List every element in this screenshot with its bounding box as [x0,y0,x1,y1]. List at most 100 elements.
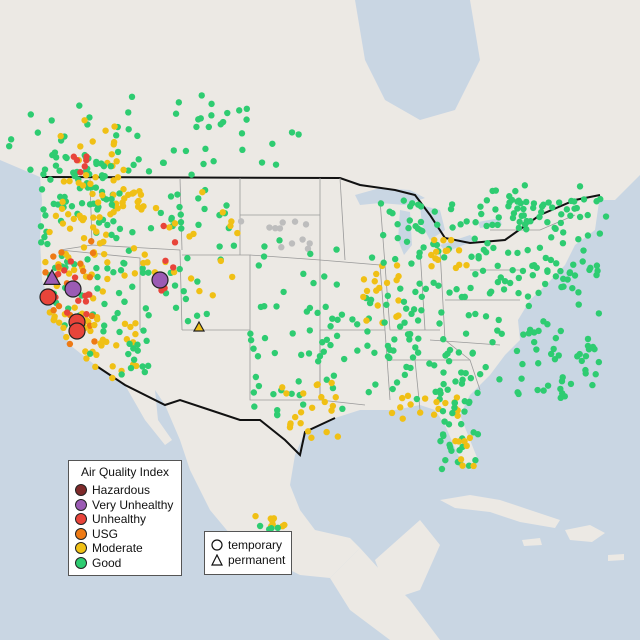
monitor-marker [223,202,230,209]
monitor-marker [160,222,167,230]
monitor-marker [533,264,540,271]
monitor-marker [198,92,205,99]
monitor-marker [391,336,398,343]
monitor-marker [40,206,47,213]
monitor-marker [96,214,103,221]
monitor-marker [553,260,560,267]
monitor-marker [386,208,393,215]
monitor-marker [104,265,111,272]
monitor-marker [552,334,560,342]
monitor-marker [497,274,504,281]
monitor-marker [457,420,465,428]
monitor-marker [389,385,396,393]
monitor-marker [266,224,273,231]
monitor-marker [113,158,120,165]
monitor-marker [494,262,501,270]
monitor-marker [238,130,246,137]
monitor-marker [467,284,474,292]
monitor-marker [195,221,202,229]
monitor-marker [492,187,500,194]
monitor-marker [50,307,57,314]
monitor-marker [144,362,152,370]
monitor-marker [595,310,603,317]
monitor-marker [529,204,537,212]
monitor-marker [462,330,470,337]
monitor-marker [415,253,423,260]
legend-item-usg: USG [75,527,175,542]
hudson-bay [355,0,480,120]
monitor-marker [91,338,98,345]
monitor-marker [557,327,565,335]
monitor-marker [567,212,574,219]
monitor-marker [63,333,70,341]
monitor-marker [363,317,370,324]
monitor-marker [433,241,441,249]
monitor-marker [58,205,66,212]
monitor-marker [415,335,422,342]
monitor-marker [589,381,596,389]
monitor-marker [219,209,226,216]
monitor-marker [93,264,100,272]
state-lines [59,177,576,411]
monitor-marker [571,272,579,279]
monitor-marker [489,221,496,229]
monitor-marker [195,195,202,202]
monitor-marker [267,515,274,522]
monitor-marker [516,218,523,226]
legend-item-temporary: temporary [211,538,285,553]
monitor-marker [432,248,440,255]
monitor-marker [510,210,518,217]
monitor-marker [279,219,286,226]
monitor-marker [80,244,88,251]
monitor-marker [94,273,101,281]
monitor-marker [170,147,178,154]
monitor-marker [120,166,127,174]
monitor-marker [119,199,126,206]
monitor-marker [56,193,64,201]
monitor-marker [70,215,77,223]
monitor-marker [58,249,65,256]
circle-icon [211,539,223,551]
monitor-marker [396,323,404,330]
monitor-markers [5,92,610,533]
monitor-marker [514,205,521,212]
monitor-marker [308,434,315,441]
monitor-marker [557,219,565,227]
monitor-marker [372,381,379,388]
monitor-marker [559,239,567,247]
monitor-marker [111,123,118,130]
monitor-marker [318,393,325,401]
monitor-marker [451,399,458,407]
monitor-marker [116,190,123,197]
monitor-marker [536,213,543,221]
monitor-marker [512,187,519,195]
monitor-marker [109,363,116,370]
monitor-marker [323,376,330,383]
monitor-marker [48,117,55,124]
monitor-marker [134,347,141,354]
monitor-marker [86,291,93,298]
monitor-marker [197,115,204,122]
monitor-marker [395,273,402,280]
very-unhealthy-swatch [75,498,87,511]
monitor-marker [371,278,378,285]
monitor-marker [224,109,231,117]
monitor-marker [130,356,138,363]
monitor-marker [182,147,190,155]
very-unhealthy-large-triangle [42,268,62,285]
monitor-marker [442,456,449,464]
monitor-marker [371,349,378,356]
monitor-marker [120,259,127,267]
monitor-marker [426,360,433,367]
monitor-marker [445,421,453,428]
monitor-marker [582,352,590,360]
monitor-marker [478,210,485,218]
monitor-marker [174,191,181,198]
monitor-marker [271,349,279,357]
legend-label: Good [92,555,122,570]
monitor-marker [89,190,96,198]
monitor-marker [461,408,468,415]
monitor-marker [51,313,58,320]
monitor-marker [70,266,78,274]
monitor-marker [453,286,460,293]
